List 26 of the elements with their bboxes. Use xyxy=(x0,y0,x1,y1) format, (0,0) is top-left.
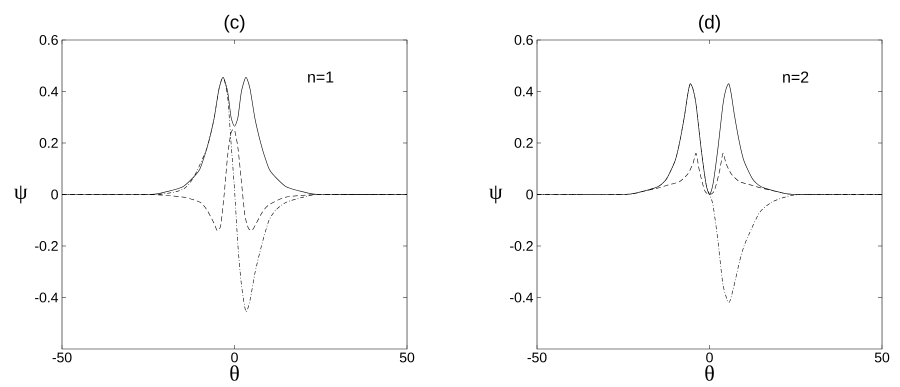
x-tick-label: -50 xyxy=(52,352,72,362)
x-tick-label: 50 xyxy=(400,352,414,362)
x-tick-label: 0 xyxy=(706,352,713,362)
chart-title: (d) xyxy=(699,14,720,32)
y-tick-label: 0 xyxy=(526,190,533,200)
y-tick-label: 0.6 xyxy=(514,35,533,45)
y-tick-label: 0.2 xyxy=(514,138,533,148)
chart-title: (c) xyxy=(224,14,244,32)
x-tick-label: -50 xyxy=(528,352,547,362)
x-tick-label: 0 xyxy=(231,352,238,362)
y-tick-label: 0.2 xyxy=(40,138,58,148)
y-tick-label: -0.4 xyxy=(510,292,534,302)
x-axis-title: θ xyxy=(705,365,714,381)
x-axis-title: θ xyxy=(230,365,239,381)
y-axis-title: ψ xyxy=(14,186,28,204)
annotation: n=1 xyxy=(308,72,334,83)
y-tick-label: 0.6 xyxy=(40,35,58,45)
y-tick-label: 0.4 xyxy=(514,86,534,96)
y-tick-label: -0.4 xyxy=(35,292,58,302)
annotation: n=2 xyxy=(783,72,808,83)
y-axis-title: ψ xyxy=(489,186,502,204)
y-tick-label: -0.2 xyxy=(35,241,58,251)
y-tick-label: 0.4 xyxy=(40,86,58,96)
x-tick-label: 50 xyxy=(874,352,890,362)
y-tick-label: -0.2 xyxy=(510,241,533,251)
y-tick-label: 0 xyxy=(51,190,58,200)
